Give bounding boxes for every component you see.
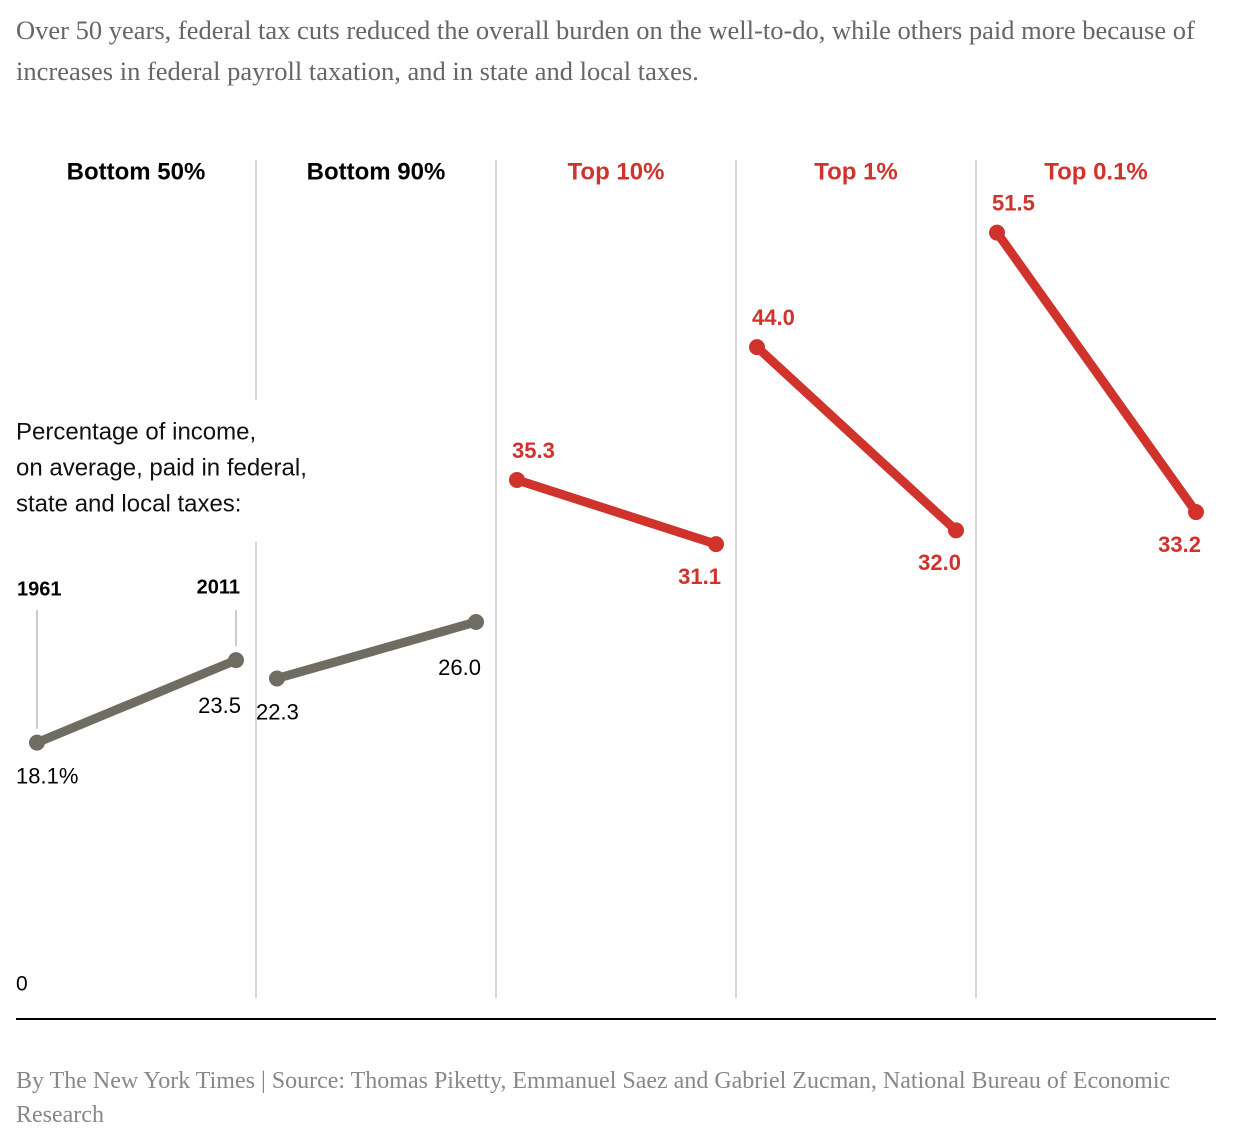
panel-title: Bottom 90% <box>307 158 446 185</box>
value-label: 33.2 <box>1158 532 1201 557</box>
point <box>708 536 724 553</box>
point <box>29 734 45 751</box>
panel-title: Top 0.1% <box>1044 158 1148 185</box>
value-label: 22.3 <box>256 699 299 724</box>
point <box>1188 504 1204 521</box>
point <box>509 471 525 488</box>
value-label: 31.1 <box>678 564 721 589</box>
annotation: Percentage of income, <box>16 418 256 445</box>
panel-title: Top 1% <box>814 158 898 185</box>
point <box>749 339 765 356</box>
point <box>269 670 285 687</box>
year-label: 1961 <box>17 578 62 600</box>
value-label: 32.0 <box>918 550 961 575</box>
annotation: state and local taxes: <box>16 490 241 517</box>
slope-line <box>753 343 960 534</box>
point <box>468 613 484 630</box>
slope-line <box>275 617 478 683</box>
value-label: 26.0 <box>438 655 481 680</box>
value-label: 51.5 <box>992 190 1035 215</box>
y-tick-label: 0 <box>16 973 28 996</box>
value-label: 23.5 <box>198 693 241 718</box>
slope-line <box>35 655 238 747</box>
slope-line <box>515 475 718 549</box>
source: By The New York Times | Source: Thomas P… <box>16 1068 1171 1128</box>
value-label: 18.1% <box>16 763 78 788</box>
value-label: 44.0 <box>752 305 795 330</box>
point <box>989 224 1005 241</box>
point <box>228 652 244 669</box>
slope-line <box>993 229 1200 515</box>
panel-title: Bottom 50% <box>67 158 206 185</box>
panel-title: Top 10% <box>568 158 665 185</box>
subtitle: Over 50 years, federal tax cuts reduced … <box>16 15 1195 86</box>
point <box>948 522 964 539</box>
value-label: 35.3 <box>512 438 555 463</box>
year-label: 2011 <box>197 576 240 598</box>
annotation: on average, paid in federal, <box>16 454 307 481</box>
